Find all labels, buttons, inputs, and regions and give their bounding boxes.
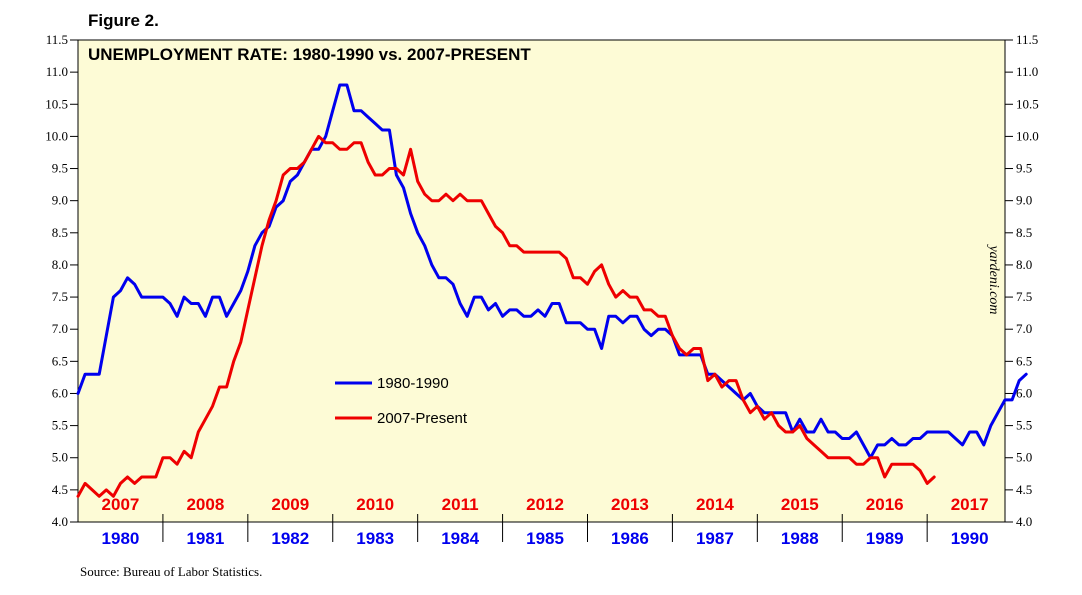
y-tick-label-right: 6.0	[1016, 385, 1032, 400]
y-tick-label-left: 5.5	[52, 418, 68, 433]
y-tick-label-right: 5.5	[1016, 418, 1032, 433]
y-tick-label-left: 8.5	[52, 225, 68, 240]
y-tick-label-left: 6.5	[52, 353, 68, 368]
y-tick-label-right: 11.0	[1016, 64, 1038, 79]
x-label-bottom: 1989	[866, 529, 904, 548]
y-tick-label-right: 10.5	[1016, 96, 1039, 111]
y-tick-label-left: 5.0	[52, 450, 68, 465]
x-label-top: 2017	[951, 495, 989, 514]
y-tick-label-right: 6.5	[1016, 353, 1032, 368]
x-label-top: 2007	[102, 495, 140, 514]
y-tick-label-left: 4.5	[52, 482, 68, 497]
y-tick-label-right: 7.5	[1016, 289, 1032, 304]
figure-label: Figure 2.	[88, 11, 159, 30]
y-tick-label-left: 11.0	[46, 64, 68, 79]
plot-area	[77, 39, 1006, 523]
series-group	[76, 83, 1028, 498]
y-tick-label-right: 5.0	[1016, 450, 1032, 465]
series-line-1980-1990	[76, 83, 1028, 460]
x-label-top: 2012	[526, 495, 564, 514]
x-label-top: 2009	[271, 495, 309, 514]
x-label-bottom: 1987	[696, 529, 734, 548]
x-label-bottom: 1984	[441, 529, 479, 548]
x-label-top: 2014	[696, 495, 734, 514]
y-tick-label-right: 8.0	[1016, 257, 1032, 272]
y-tick-label-right: 4.0	[1016, 514, 1032, 529]
x-label-bottom: 1981	[186, 529, 224, 548]
legend-label-2007: 2007-Present	[377, 410, 468, 427]
y-tick-label-left: 8.0	[52, 257, 68, 272]
y-tick-label-right: 7.0	[1016, 321, 1032, 336]
y-tick-label-left: 6.0	[52, 385, 68, 400]
x-label-bottom: 1990	[951, 529, 989, 548]
legend: 1980-1990 2007-Present	[335, 375, 468, 427]
source-note: Source: Bureau of Labor Statistics.	[80, 564, 262, 579]
x-label-bottom: 1988	[781, 529, 819, 548]
y-tick-label-left: 10.5	[45, 96, 68, 111]
series-line-2007-present	[76, 134, 936, 498]
y-tick-label-left: 7.0	[52, 321, 68, 336]
x-label-top: 2008	[186, 495, 224, 514]
y-tick-label-right: 9.0	[1016, 193, 1032, 208]
y-tick-label-right: 10.0	[1016, 128, 1039, 143]
y-tick-label-left: 9.0	[52, 193, 68, 208]
x-label-top: 2016	[866, 495, 904, 514]
legend-label-1980: 1980-1990	[377, 375, 449, 392]
x-label-bottom: 1980	[102, 529, 140, 548]
x-axis: 2007 2008 2009 2010 2011 2012 2013 2014 2015 2016…	[102, 495, 989, 548]
y-tick-label-right: 11.5	[1016, 32, 1038, 47]
y-tick-label-right: 4.5	[1016, 482, 1032, 497]
y-tick-label-right: 8.5	[1016, 225, 1032, 240]
x-label-bottom: 1985	[526, 529, 564, 548]
x-label-top: 2011	[442, 495, 479, 514]
x-label-bottom: 1983	[356, 529, 394, 548]
watermark: yardeni.com	[986, 243, 1001, 314]
y-tick-label-right: 9.5	[1016, 161, 1032, 176]
x-label-top: 2015	[781, 495, 819, 514]
y-tick-label-left: 7.5	[52, 289, 68, 304]
y-tick-label-left: 9.5	[52, 161, 68, 176]
y-tick-label-left: 10.0	[45, 128, 68, 143]
y-tick-label-left: 4.0	[52, 514, 68, 529]
y-axis: 4.0 4.0 4.5 4.5 5.0 5.0 5.5 5.5 6.0 6.0 6.5 6.5 7.0 7…	[45, 32, 1039, 529]
x-label-top: 2013	[611, 495, 649, 514]
x-label-top: 2010	[356, 495, 394, 514]
x-label-bottom: 1986	[611, 529, 649, 548]
chart-title: UNEMPLOYMENT RATE: 1980-1990 vs. 2007-PR…	[88, 45, 531, 64]
x-label-bottom: 1982	[271, 529, 309, 548]
y-tick-label-left: 11.5	[46, 32, 68, 47]
